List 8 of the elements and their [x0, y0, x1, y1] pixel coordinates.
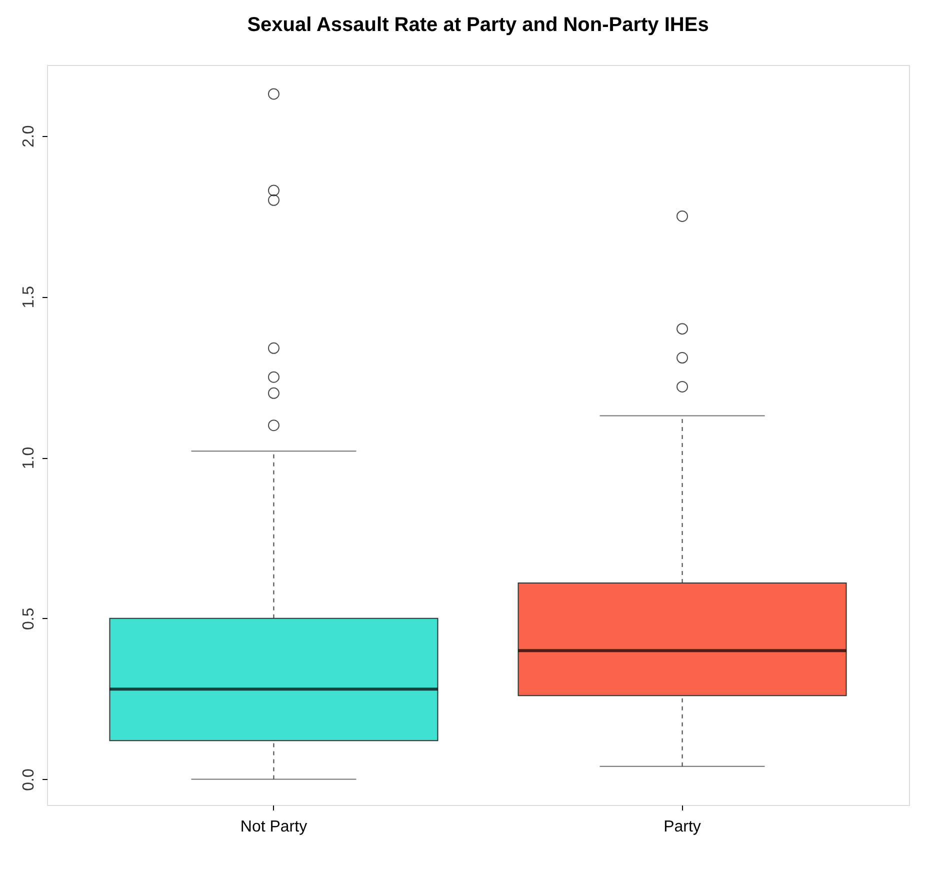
y-tick-label: 1.0: [20, 446, 38, 470]
x-tick-label: Not Party: [240, 818, 308, 836]
y-tick-label: 2.0: [20, 125, 38, 148]
chart-title: Sexual Assault Rate at Party and Non-Party IHEs: [247, 14, 709, 36]
y-tick-label: 1.5: [20, 286, 38, 308]
x-tick-label: Party: [664, 818, 701, 836]
y-tick-label: 0.0: [20, 768, 38, 791]
y-tick-label: 0.5: [20, 608, 38, 630]
